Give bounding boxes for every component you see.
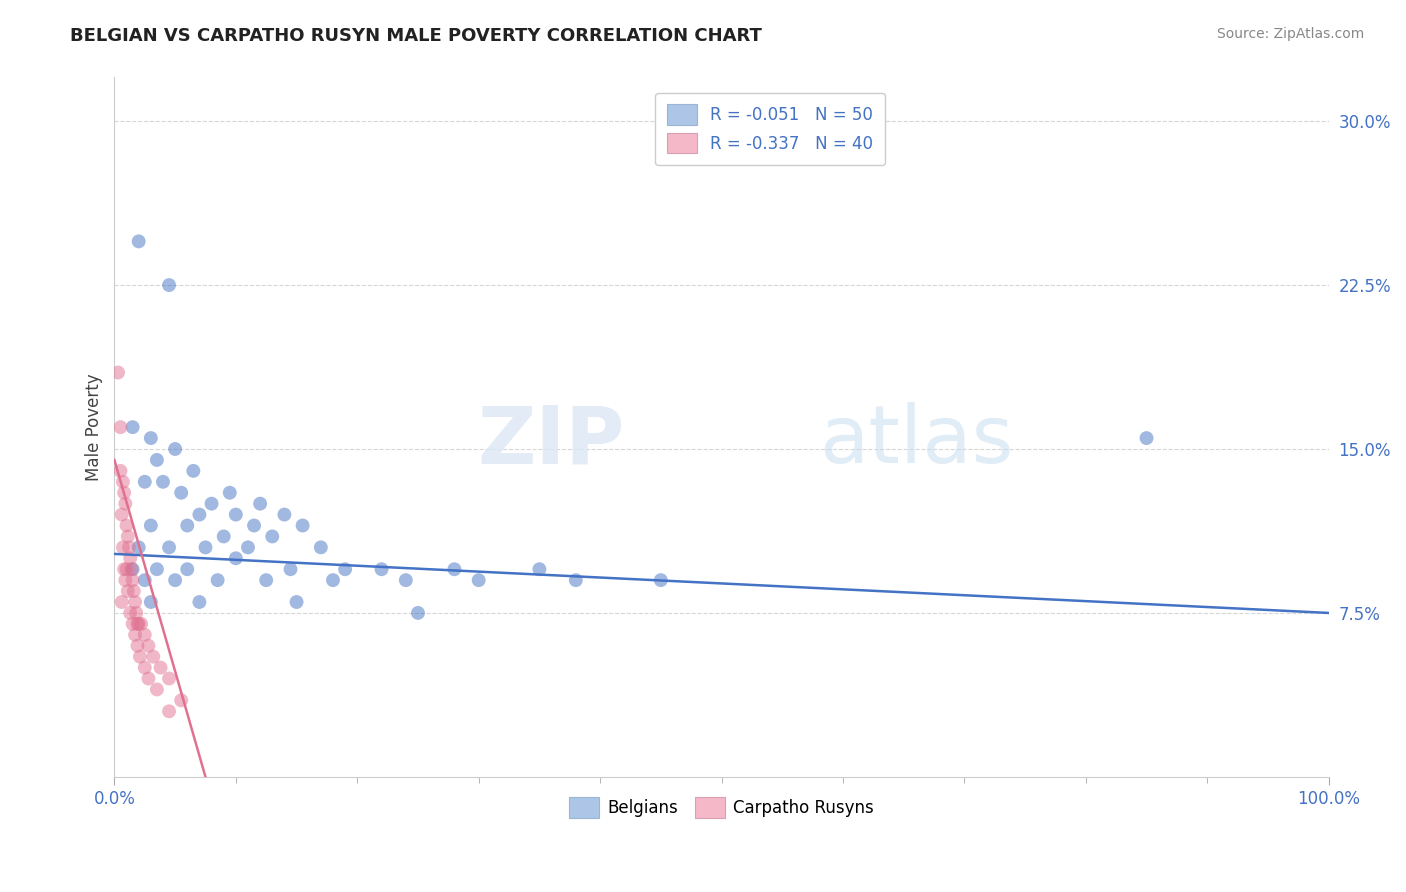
Point — [139, 431, 162, 445]
Point — [107, 366, 129, 380]
Point — [273, 508, 295, 522]
Point — [370, 562, 392, 576]
Point — [134, 573, 156, 587]
Point — [243, 518, 266, 533]
Point — [127, 616, 149, 631]
Point — [138, 639, 160, 653]
Point — [122, 584, 145, 599]
Point — [467, 573, 489, 587]
Point — [170, 693, 193, 707]
Point — [117, 584, 139, 599]
Point — [117, 529, 139, 543]
Point — [333, 562, 356, 576]
Point — [139, 518, 162, 533]
Point — [225, 508, 247, 522]
Point — [170, 485, 193, 500]
Point — [309, 541, 332, 555]
Point — [157, 541, 180, 555]
Point — [188, 508, 211, 522]
Point — [120, 562, 142, 576]
Point — [120, 606, 142, 620]
Point — [111, 541, 134, 555]
Point — [249, 497, 271, 511]
Point — [322, 573, 344, 587]
Point — [395, 573, 418, 587]
Point — [157, 672, 180, 686]
Point — [142, 649, 165, 664]
Point — [138, 672, 160, 686]
Point — [124, 595, 146, 609]
Point — [146, 453, 169, 467]
Point — [285, 595, 308, 609]
Point — [165, 442, 187, 456]
Legend: Belgians, Carpatho Rusyns: Belgians, Carpatho Rusyns — [562, 791, 880, 824]
Point — [176, 562, 198, 576]
Point — [225, 551, 247, 566]
Point — [262, 529, 284, 543]
Point — [139, 595, 162, 609]
Point — [110, 420, 132, 434]
Point — [1135, 431, 1157, 445]
Point — [236, 541, 259, 555]
Point — [121, 616, 143, 631]
Point — [111, 508, 134, 522]
Point — [127, 639, 149, 653]
Point — [291, 518, 314, 533]
Point — [165, 573, 187, 587]
Point — [152, 475, 174, 489]
Point — [194, 541, 217, 555]
Point — [157, 278, 180, 293]
Point — [650, 573, 672, 587]
Point — [149, 660, 172, 674]
Point — [121, 573, 143, 587]
Y-axis label: Male Poverty: Male Poverty — [86, 374, 103, 481]
Point — [183, 464, 205, 478]
Text: ZIP: ZIP — [477, 402, 624, 480]
Point — [200, 497, 222, 511]
Point — [529, 562, 551, 576]
Point — [176, 518, 198, 533]
Point — [111, 595, 134, 609]
Point — [129, 616, 152, 631]
Point — [121, 420, 143, 434]
Point — [112, 562, 135, 576]
Point — [118, 541, 141, 555]
Point — [157, 704, 180, 718]
Point — [114, 573, 136, 587]
Text: Source: ZipAtlas.com: Source: ZipAtlas.com — [1216, 27, 1364, 41]
Point — [146, 682, 169, 697]
Point — [146, 562, 169, 576]
Point — [114, 497, 136, 511]
Point — [134, 475, 156, 489]
Point — [124, 628, 146, 642]
Point — [565, 573, 588, 587]
Point — [115, 518, 138, 533]
Point — [120, 551, 142, 566]
Point — [212, 529, 235, 543]
Point — [134, 660, 156, 674]
Point — [406, 606, 429, 620]
Point — [254, 573, 277, 587]
Point — [110, 464, 132, 478]
Point — [112, 485, 135, 500]
Point — [121, 562, 143, 576]
Point — [280, 562, 302, 576]
Point — [218, 485, 240, 500]
Point — [443, 562, 465, 576]
Point — [128, 616, 150, 631]
Point — [207, 573, 229, 587]
Point — [111, 475, 134, 489]
Point — [129, 649, 152, 664]
Text: atlas: atlas — [818, 402, 1014, 480]
Text: BELGIAN VS CARPATHO RUSYN MALE POVERTY CORRELATION CHART: BELGIAN VS CARPATHO RUSYN MALE POVERTY C… — [70, 27, 762, 45]
Point — [188, 595, 211, 609]
Point — [134, 628, 156, 642]
Point — [128, 541, 150, 555]
Point — [125, 606, 148, 620]
Point — [128, 235, 150, 249]
Point — [115, 562, 138, 576]
